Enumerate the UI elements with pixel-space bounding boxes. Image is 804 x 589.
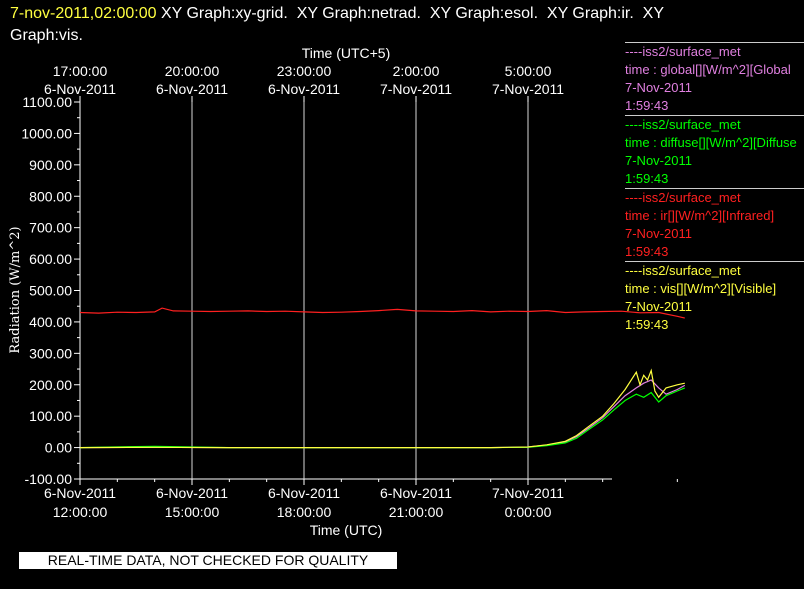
legend-time: 1:59:43 <box>625 244 669 259</box>
series-line-vis <box>79 368 685 449</box>
x-tick-time: 15:00:00 <box>165 504 220 520</box>
x-axis-title: Time (UTC) <box>310 522 383 538</box>
x2-tick-date: 6-Nov-2011 <box>44 81 116 97</box>
legend-date: 7-Nov-2011 <box>625 80 692 95</box>
x-tick-date: 6-Nov-2011 <box>44 485 116 501</box>
x-tick-date: 7-Nov-2011 <box>492 485 564 501</box>
y-tick-label: 1000.00 <box>21 125 72 141</box>
x2-tick-date: 7-Nov-2011 <box>492 81 564 97</box>
y-tick-label: 100.00 <box>29 408 72 424</box>
x-tick-time: 12:00:00 <box>53 504 108 520</box>
y-tick-label: -100.00 <box>25 471 73 487</box>
y-tick-label: 200.00 <box>29 377 72 393</box>
x-tick-time: 21:00:00 <box>389 504 444 520</box>
x2-tick-date: 6-Nov-2011 <box>156 81 228 97</box>
y-tick-label: 300.00 <box>29 345 72 361</box>
x2-tick-time: 20:00:00 <box>165 63 220 79</box>
x2-axis-title: Time (UTC+5) <box>302 45 391 61</box>
y-tick-label: 0.00 <box>45 440 72 456</box>
y-tick-label: 900.00 <box>29 157 72 173</box>
legend-time: 1:59:43 <box>625 171 669 186</box>
legend-field: time : vis[][W/m^2][Visible] <box>625 281 777 296</box>
timestamp: 7-nov-2011,02:00:00 <box>10 5 157 22</box>
legend-field: time : diffuse[][W/m^2][Diffuse <box>625 135 797 150</box>
legend-source: ----iss2/surface_met <box>625 44 741 59</box>
legend-source: ----iss2/surface_met <box>625 263 741 278</box>
legend-source: ----iss2/surface_met <box>625 190 741 205</box>
x2-tick-date: 6-Nov-2011 <box>268 81 340 97</box>
series-line-global <box>79 379 686 449</box>
x2-tick-time: 5:00:00 <box>505 63 552 79</box>
x-tick-time: 0:00:00 <box>505 504 552 520</box>
legend-field: time : ir[][W/m^2][Infrared] <box>625 208 775 223</box>
y-axis-title: Radiation (W/m^2) <box>8 226 23 353</box>
series-line-diffuse <box>79 387 686 449</box>
y-tick-label: 600.00 <box>29 251 72 267</box>
x2-tick-time: 17:00:00 <box>53 63 108 79</box>
legend-source: ----iss2/surface_met <box>625 117 741 132</box>
window-title-line-2: Graph:vis. <box>10 27 83 44</box>
y-tick-label: 800.00 <box>29 188 72 204</box>
x-tick-time: 18:00:00 <box>277 504 332 520</box>
x-tick-date: 6-Nov-2011 <box>156 485 228 501</box>
y-tick-label: 500.00 <box>29 283 72 299</box>
legend-time: 1:59:43 <box>625 317 669 332</box>
x-tick-date: 6-Nov-2011 <box>380 485 452 501</box>
quality-warning: REAL-TIME DATA, NOT CHECKED FOR QUALITY <box>19 552 397 569</box>
x2-tick-time: 2:00:00 <box>393 63 440 79</box>
window-title-line-1: 7-nov-2011,02:00:00 XY Graph:xy-grid. XY… <box>10 4 664 24</box>
series-line-ir <box>79 307 685 319</box>
graph-list: XY Graph:xy-grid. XY Graph:netrad. XY Gr… <box>160 5 665 22</box>
legend-field: time : global[][W/m^2][Global <box>625 62 791 77</box>
legend-date: 7-Nov-2011 <box>625 153 692 168</box>
y-tick-label: 700.00 <box>29 220 72 236</box>
x-tick-date: 6-Nov-2011 <box>268 485 340 501</box>
x2-tick-date: 7-Nov-2011 <box>380 81 452 97</box>
y-tick-label: 1100.00 <box>22 94 72 110</box>
y-tick-label: 400.00 <box>29 314 72 330</box>
legend-date: 7-Nov-2011 <box>625 226 692 241</box>
legend-time: 1:59:43 <box>625 98 669 113</box>
legend-date: 7-Nov-2011 <box>625 299 692 314</box>
x2-tick-time: 23:00:00 <box>277 63 332 79</box>
